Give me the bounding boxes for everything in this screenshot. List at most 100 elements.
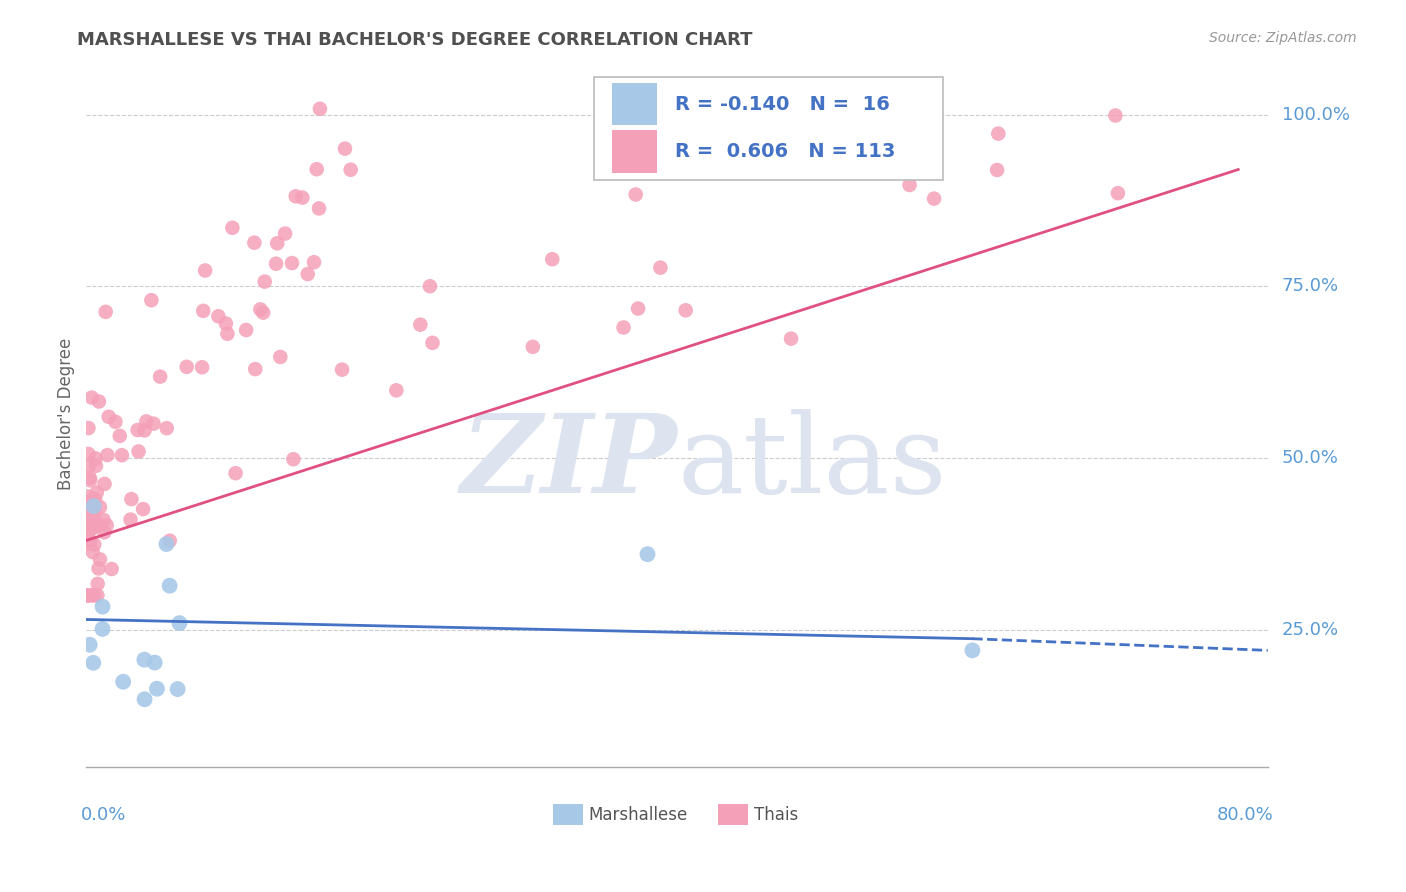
Point	[143, 656, 166, 670]
Point	[135, 414, 157, 428]
Point	[112, 674, 135, 689]
Bar	[553, 804, 582, 825]
Point	[309, 102, 332, 116]
Text: 100.0%: 100.0%	[1282, 105, 1350, 124]
Point	[243, 235, 266, 250]
Bar	[612, 83, 657, 126]
Point	[207, 310, 229, 324]
Point	[76, 496, 98, 510]
Point	[79, 537, 101, 551]
Point	[824, 146, 846, 161]
Point	[79, 523, 101, 537]
Point	[281, 256, 304, 270]
Point	[80, 516, 103, 531]
Point	[127, 423, 149, 437]
Point	[385, 384, 408, 398]
Point	[100, 562, 122, 576]
Point	[86, 576, 108, 591]
Point	[339, 162, 361, 177]
Point	[291, 191, 314, 205]
Point	[283, 452, 305, 467]
Text: 75.0%: 75.0%	[1282, 277, 1339, 295]
Point	[86, 485, 108, 500]
Point	[215, 317, 238, 331]
Point	[134, 653, 156, 667]
Point	[624, 187, 647, 202]
FancyBboxPatch shape	[595, 78, 943, 180]
Point	[89, 518, 111, 533]
Point	[305, 162, 328, 177]
Point	[146, 681, 169, 696]
Point	[962, 643, 984, 657]
Text: Source: ZipAtlas.com: Source: ZipAtlas.com	[1209, 31, 1357, 45]
Point	[76, 490, 98, 504]
Point	[308, 202, 330, 216]
Point	[80, 589, 103, 603]
Point	[922, 192, 945, 206]
Point	[76, 516, 98, 531]
Point	[650, 260, 672, 275]
Point	[82, 521, 104, 535]
Point	[176, 359, 198, 374]
Point	[159, 533, 181, 548]
Point	[297, 267, 319, 281]
Point	[120, 513, 142, 527]
Point	[83, 499, 105, 513]
Point	[77, 458, 100, 473]
Bar	[718, 804, 748, 825]
Point	[637, 547, 659, 561]
Point	[77, 533, 100, 547]
Point	[97, 409, 120, 424]
Point	[1107, 186, 1129, 201]
Point	[83, 503, 105, 517]
Point	[82, 495, 104, 509]
Point	[191, 360, 214, 375]
Point	[94, 305, 117, 319]
Point	[612, 320, 634, 334]
Point	[91, 622, 114, 636]
Point	[252, 305, 274, 319]
Point	[898, 178, 921, 192]
Point	[330, 362, 353, 376]
Point	[89, 500, 111, 514]
Point	[82, 492, 104, 507]
Point	[409, 318, 432, 332]
Point	[266, 236, 288, 251]
Text: R =  0.606   N = 113: R = 0.606 N = 113	[675, 142, 896, 161]
Point	[82, 656, 104, 670]
Point	[284, 189, 307, 203]
Point	[142, 417, 165, 431]
Point	[84, 516, 107, 531]
Point	[79, 638, 101, 652]
Point	[155, 537, 177, 551]
Point	[132, 502, 155, 516]
Point	[1104, 109, 1126, 123]
Point	[76, 508, 98, 522]
Text: 25.0%: 25.0%	[1282, 621, 1339, 639]
Point	[76, 589, 98, 603]
Point	[141, 293, 163, 308]
Point	[96, 518, 118, 533]
Point	[235, 323, 257, 337]
Point	[93, 525, 115, 540]
Text: Thais: Thais	[754, 805, 799, 823]
Point	[83, 537, 105, 551]
Point	[274, 227, 297, 241]
Point	[217, 326, 239, 341]
Point	[79, 473, 101, 487]
Point	[93, 477, 115, 491]
Point	[128, 444, 150, 458]
Point	[77, 421, 100, 435]
Point	[194, 263, 217, 277]
Point	[120, 492, 142, 507]
Point	[522, 340, 544, 354]
Point	[269, 350, 291, 364]
Point	[76, 533, 98, 547]
Point	[422, 335, 444, 350]
Point	[780, 332, 803, 346]
Point	[169, 616, 191, 631]
Bar	[612, 130, 657, 173]
Point	[675, 303, 697, 318]
Point	[76, 512, 98, 526]
Point	[166, 682, 188, 697]
